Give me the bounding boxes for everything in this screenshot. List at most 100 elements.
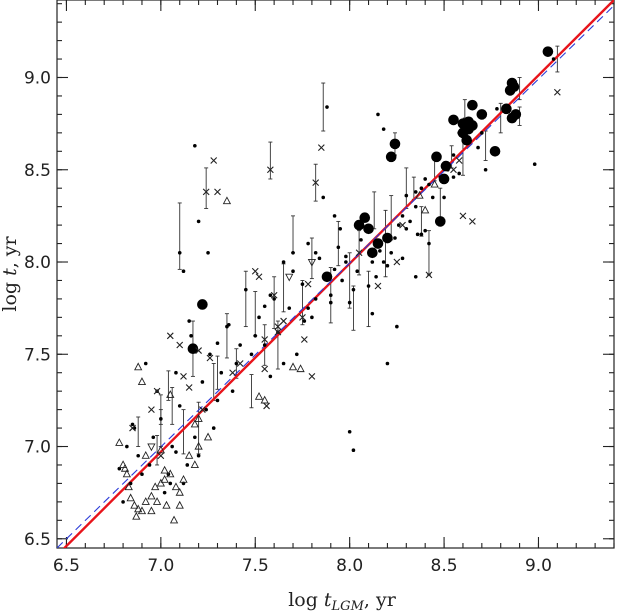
data-point-open-triangle bbox=[296, 364, 305, 373]
data-point-dot bbox=[413, 274, 418, 279]
data-point-dot bbox=[196, 453, 201, 458]
data-point-dot bbox=[287, 306, 292, 310]
data-point-cross bbox=[374, 282, 382, 290]
data-point-dot bbox=[193, 143, 197, 148]
data-point-dot bbox=[338, 226, 343, 231]
data-point-open-triangle bbox=[120, 463, 130, 472]
data-point-dot bbox=[328, 293, 333, 298]
data-point-cross bbox=[317, 144, 325, 151]
data-point-cross bbox=[425, 271, 433, 279]
data-point-dot bbox=[376, 112, 380, 117]
data-point-dot bbox=[551, 57, 556, 61]
data-point-open-triangle bbox=[175, 500, 184, 509]
data-point-open-inverted-triangle bbox=[147, 443, 156, 452]
data-point-dot bbox=[159, 417, 163, 421]
data-point-dot bbox=[291, 269, 295, 274]
data-point-dot bbox=[495, 107, 499, 111]
data-point-cross bbox=[148, 406, 155, 414]
x-tick-label: 9.0 bbox=[525, 556, 552, 576]
data-point-dot bbox=[404, 193, 409, 198]
data-point-dot bbox=[238, 343, 242, 347]
data-point-dot bbox=[321, 195, 326, 200]
data-point-big-dot bbox=[367, 247, 378, 259]
data-point-cross bbox=[450, 166, 457, 174]
data-point-big-dot bbox=[542, 46, 554, 57]
x-tick-label: 8.5 bbox=[431, 556, 458, 576]
data-point-cross bbox=[299, 313, 306, 321]
data-point-open-triangle bbox=[179, 474, 188, 483]
data-point-cross bbox=[198, 406, 206, 414]
data-point-dot bbox=[370, 311, 375, 316]
y-tick-label: 8.5 bbox=[24, 161, 51, 181]
data-point-dot bbox=[395, 324, 399, 329]
data-point-dot bbox=[140, 472, 144, 476]
data-point-open-triangle bbox=[130, 500, 139, 509]
data-point-dot bbox=[419, 232, 424, 237]
data-point-open-triangle bbox=[160, 474, 169, 483]
data-point-dot bbox=[396, 223, 401, 227]
data-point-cross bbox=[176, 341, 184, 349]
data-point-open-triangle bbox=[134, 362, 143, 371]
data-point-open-triangle bbox=[126, 493, 135, 502]
plot-area bbox=[57, 0, 614, 548]
data-point-dot bbox=[244, 287, 248, 292]
data-point-dot bbox=[268, 293, 273, 298]
data-point-cross bbox=[553, 88, 561, 96]
data-point-dot bbox=[423, 228, 427, 233]
data-point-dot bbox=[200, 380, 205, 384]
data-point-cross bbox=[263, 402, 270, 410]
data-point-dot bbox=[393, 236, 397, 240]
x-axis-label-suffix: , yr bbox=[364, 589, 397, 611]
data-point-dot bbox=[185, 463, 190, 467]
data-point-dot bbox=[230, 389, 235, 393]
x-tick-label: 8.0 bbox=[336, 556, 363, 576]
data-point-dot bbox=[294, 352, 299, 357]
data-point-cross bbox=[157, 452, 165, 460]
data-point-big-dot bbox=[382, 232, 393, 244]
fit-lines bbox=[57, 0, 614, 548]
data-point-cross bbox=[202, 188, 210, 196]
data-point-big-dot bbox=[434, 216, 446, 227]
data-point-open-triangle bbox=[260, 395, 269, 404]
data-point-cross bbox=[229, 369, 236, 377]
data-point-dot bbox=[211, 426, 216, 430]
y-axis-label-suffix: , yr bbox=[0, 235, 21, 268]
data-point-dot bbox=[227, 322, 231, 327]
data-point-dot bbox=[427, 241, 431, 246]
data-point-open-triangle bbox=[185, 450, 194, 459]
data-point-dot bbox=[306, 241, 310, 246]
data-point-big-dot bbox=[508, 81, 520, 93]
data-point-open-triangle bbox=[122, 469, 132, 478]
data-point-big-dot bbox=[187, 343, 199, 355]
data-point-dot bbox=[344, 254, 348, 259]
data-point-cross bbox=[469, 218, 476, 225]
data-point-cross bbox=[153, 387, 161, 395]
data-point-open-inverted-triangle bbox=[285, 273, 294, 282]
data-point-dot bbox=[400, 256, 405, 261]
data-point-open-triangle bbox=[156, 445, 165, 454]
data-point-dot bbox=[347, 429, 352, 434]
data-point-dot bbox=[408, 219, 412, 224]
data-point-dot bbox=[177, 404, 182, 408]
data-point-dot bbox=[147, 463, 152, 467]
data-point-cross bbox=[270, 291, 278, 299]
data-point-big-dot bbox=[372, 238, 384, 249]
data-point-cross bbox=[312, 179, 320, 187]
data-point-big-dot bbox=[359, 212, 371, 224]
data-point-big-dot bbox=[476, 109, 488, 120]
data-point-dot bbox=[313, 250, 318, 255]
data-point-open-triangle bbox=[166, 469, 175, 478]
data-point-dot bbox=[451, 153, 456, 157]
y-tick-label: 8.0 bbox=[24, 253, 51, 273]
data-point-open-triangle bbox=[160, 465, 169, 474]
data-point-big-dot bbox=[389, 138, 401, 150]
data-point-dot bbox=[257, 315, 261, 320]
data-point-cross bbox=[393, 258, 401, 266]
data-point-dot bbox=[446, 167, 450, 172]
data-point-dot bbox=[532, 162, 537, 167]
data-point-dot bbox=[281, 260, 286, 264]
data-point-cross bbox=[129, 424, 136, 432]
data-point-cross bbox=[261, 365, 269, 373]
y-axis-label-prefix: log bbox=[0, 276, 21, 312]
data-point-cross bbox=[304, 280, 312, 288]
